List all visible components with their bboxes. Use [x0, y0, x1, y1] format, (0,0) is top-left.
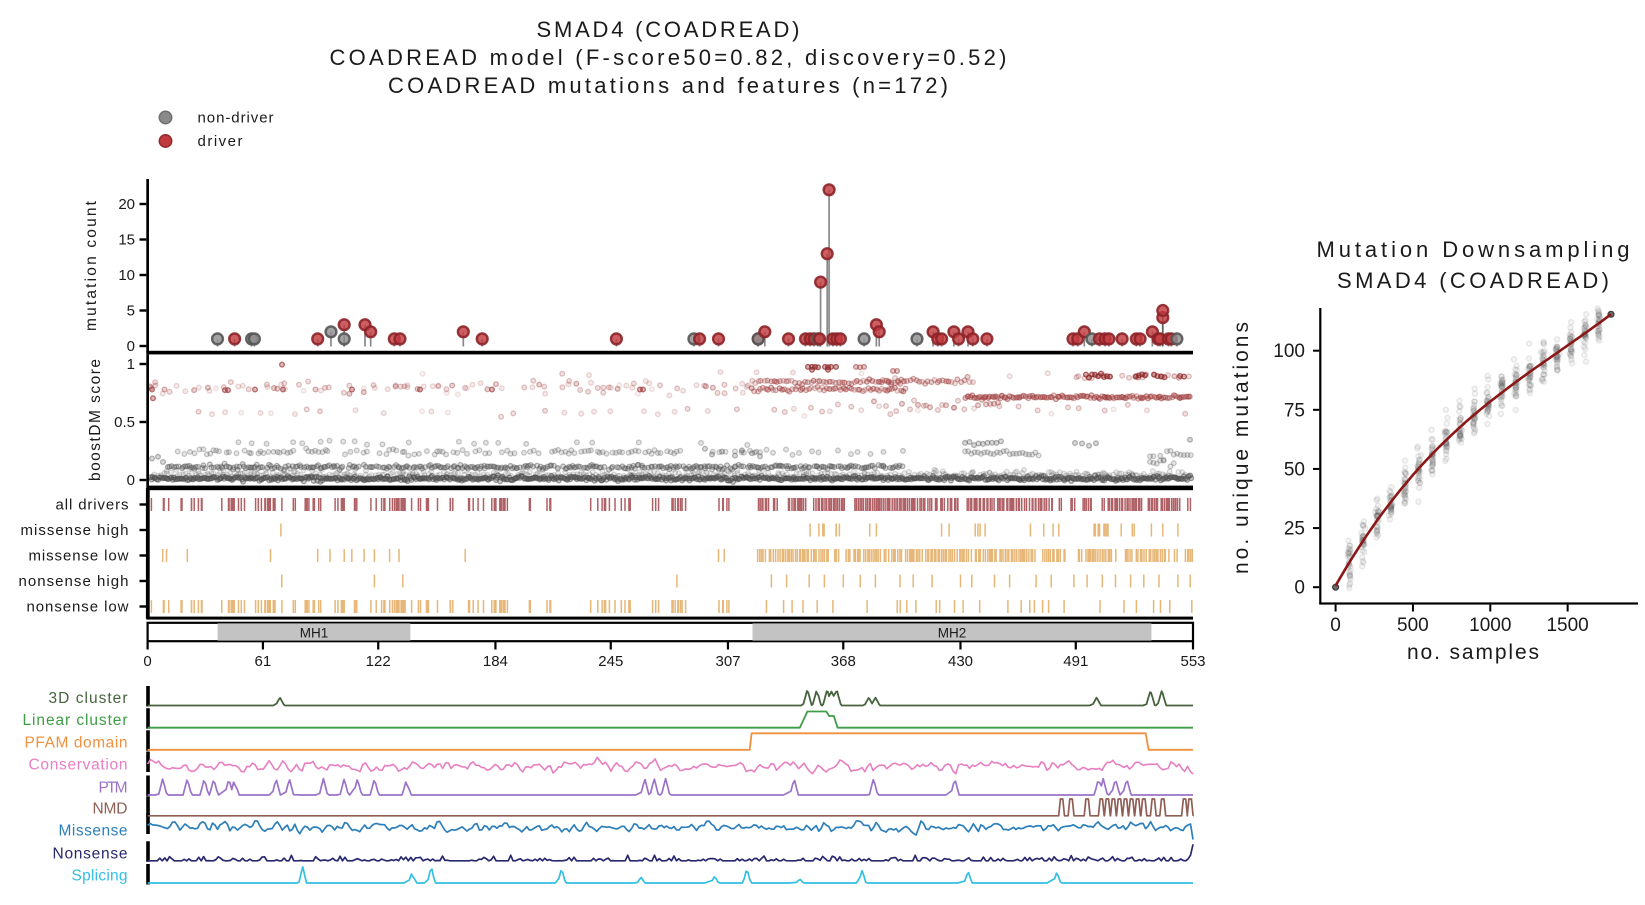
svg-text:0: 0 [127, 338, 135, 355]
svg-text:missense low: missense low [29, 548, 129, 565]
svg-text:PFAM domain: PFAM domain [25, 734, 128, 751]
svg-text:Splicing: Splicing [72, 868, 128, 885]
svg-text:all drivers: all drivers [56, 497, 129, 514]
svg-text:491: 491 [1063, 653, 1088, 670]
svg-text:368: 368 [831, 653, 856, 670]
svg-text:1: 1 [127, 356, 135, 373]
svg-text:20: 20 [118, 196, 135, 213]
svg-text:245: 245 [598, 653, 623, 670]
svg-text:non-driver: non-driver [198, 110, 274, 127]
svg-text:184: 184 [483, 653, 508, 670]
svg-text:5: 5 [127, 303, 135, 320]
svg-text:Nonsense: Nonsense [53, 845, 128, 862]
svg-text:50: 50 [1284, 460, 1305, 481]
svg-text:mutation count: mutation count [83, 200, 100, 331]
svg-text:driver: driver [198, 133, 243, 150]
svg-text:NMD: NMD [93, 800, 128, 817]
svg-text:Missense: Missense [59, 823, 128, 840]
svg-text:1500: 1500 [1546, 615, 1588, 636]
svg-text:MH2: MH2 [938, 625, 967, 640]
svg-text:0: 0 [143, 653, 151, 670]
svg-text:no. samples: no. samples [1407, 641, 1539, 664]
svg-text:boostDM score: boostDM score [87, 359, 104, 481]
svg-text:553: 553 [1180, 653, 1205, 670]
svg-text:10: 10 [118, 267, 135, 284]
svg-text:430: 430 [948, 653, 973, 670]
svg-text:500: 500 [1397, 615, 1429, 636]
svg-text:122: 122 [366, 653, 391, 670]
svg-text:Conservation: Conservation [29, 757, 128, 774]
svg-text:nonsense high: nonsense high [19, 573, 129, 590]
svg-text:0: 0 [1294, 578, 1305, 599]
svg-text:3D cluster: 3D cluster [49, 690, 128, 707]
svg-text:nonsense low: nonsense low [27, 599, 129, 616]
svg-text:0: 0 [1330, 615, 1341, 636]
svg-text:SMAD4 (COADREAD): SMAD4 (COADREAD) [1337, 268, 1609, 293]
svg-text:15: 15 [118, 232, 135, 249]
svg-text:75: 75 [1284, 400, 1305, 421]
svg-text:missense high: missense high [21, 522, 129, 539]
svg-text:1000: 1000 [1469, 615, 1511, 636]
svg-text:COADREAD model (F-score50=0.82: COADREAD model (F-score50=0.82, discover… [330, 45, 1007, 70]
svg-text:SMAD4 (COADREAD): SMAD4 (COADREAD) [537, 17, 800, 42]
svg-text:61: 61 [255, 653, 272, 670]
svg-text:0.5: 0.5 [114, 414, 135, 431]
svg-text:Linear cluster: Linear cluster [23, 712, 128, 729]
svg-text:0: 0 [127, 472, 135, 489]
svg-text:100: 100 [1273, 341, 1305, 362]
svg-text:COADREAD mutations and feature: COADREAD mutations and features (n=172) [388, 73, 948, 98]
svg-text:MH1: MH1 [300, 625, 329, 640]
svg-text:PTM: PTM [99, 780, 128, 797]
svg-text:307: 307 [715, 653, 740, 670]
svg-text:25: 25 [1284, 519, 1305, 540]
